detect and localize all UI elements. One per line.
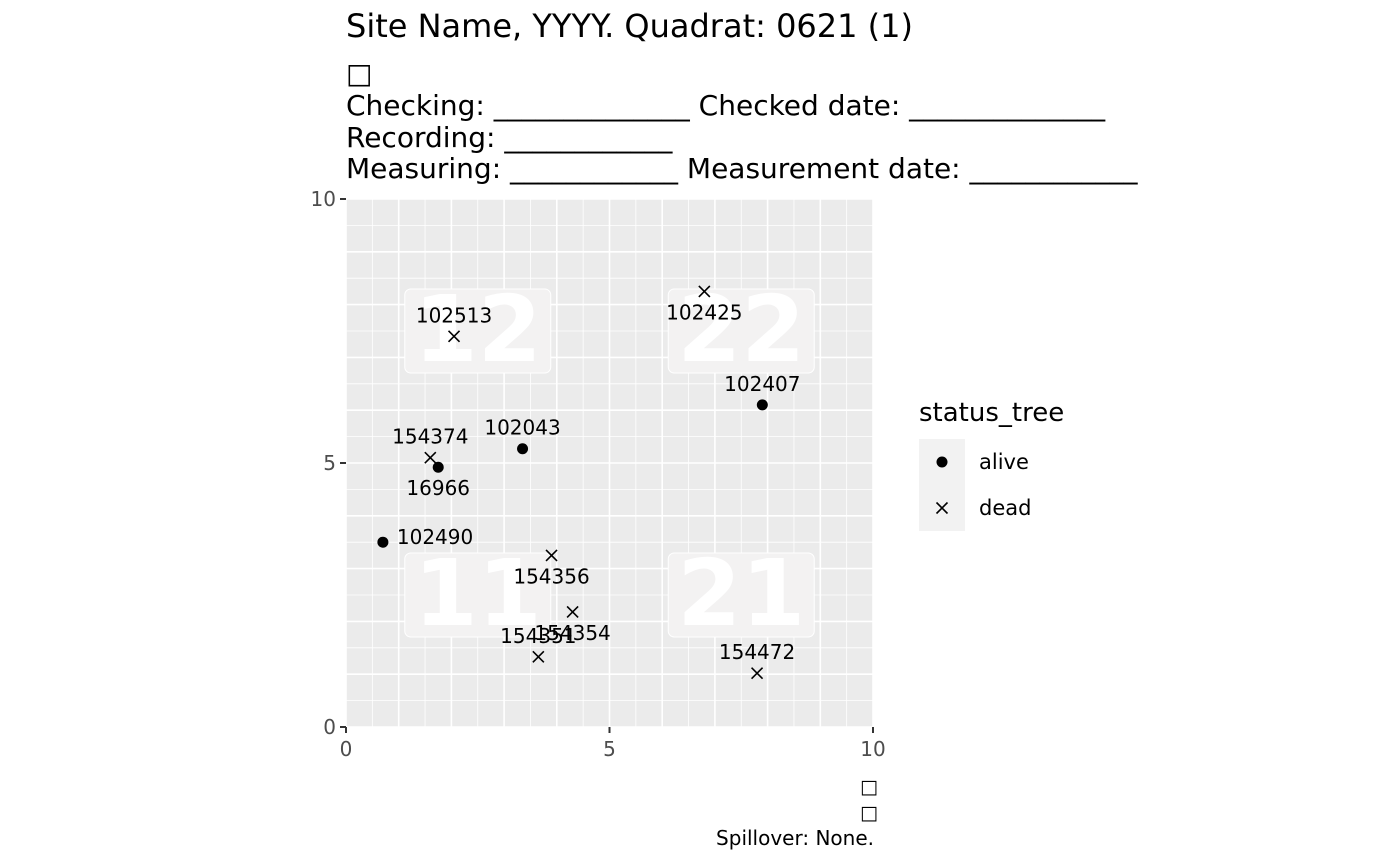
quadrat-label-box: [404, 288, 552, 374]
y-tick-label: 0: [323, 715, 336, 739]
dead-point: [532, 650, 545, 663]
quadrat-label-box: [404, 552, 552, 638]
dead-point-stroke: [750, 667, 764, 680]
x-tick-label: 10: [860, 737, 885, 761]
point-label: 154374: [392, 425, 468, 449]
point-label: 154472: [719, 640, 795, 664]
dead-point-stroke: [935, 501, 949, 515]
quadrat-labels: 12 22 11 21: [404, 276, 815, 647]
caption-glyph-bottom: □: [860, 802, 878, 824]
dead-point-stroke: [698, 285, 711, 298]
point-label: 102513: [416, 303, 492, 327]
dead-point: [447, 330, 461, 343]
point-label: 102407: [724, 372, 800, 396]
caption-glyph-top: □: [860, 776, 878, 798]
dead-point: [698, 285, 711, 298]
legend-label: dead: [979, 496, 1031, 520]
axes: 0 5 10 0 5 10: [311, 187, 886, 761]
point-label: 154356: [513, 564, 589, 588]
point-label: 154354: [534, 621, 610, 645]
dead-point: [935, 501, 949, 515]
x-tick-label: 5: [603, 737, 616, 761]
point-label: 102425: [666, 300, 742, 324]
point-label: 102043: [484, 416, 560, 440]
tree-points: 102513 102425 102407 154374 16966 102043 10249…: [377, 285, 801, 680]
alive-point: [936, 456, 948, 468]
dead-point: [545, 549, 558, 562]
quadrat-label: 12: [414, 276, 542, 383]
y-tick-label: 10: [311, 187, 336, 211]
plot-title: Site Name, YYYY. Quadrat: 0621 (1): [346, 7, 913, 45]
dead-point: [424, 451, 437, 464]
dead-point-stroke: [424, 451, 437, 464]
dead-point-stroke: [545, 549, 558, 562]
alive-point: [517, 443, 529, 455]
dead-point-stroke: [532, 650, 545, 663]
x-tick-label: 0: [340, 737, 353, 761]
point-label: 16966: [406, 476, 470, 500]
quadrat-label-box: [667, 552, 815, 638]
y-tick-label: 5: [323, 451, 336, 475]
alive-point: [432, 461, 444, 473]
quadrat-label: 22: [677, 276, 805, 383]
dead-point-stroke: [447, 330, 461, 343]
quadrat-label-box: [667, 288, 815, 374]
recording-line: Recording: ____________: [346, 121, 673, 154]
checking-line: Checking: ______________ Checked date: _…: [346, 89, 1106, 122]
legend-title: status_tree: [919, 398, 1064, 428]
dead-point: [750, 667, 764, 680]
point-label: 154351: [500, 624, 576, 648]
grid-lines: [345, 198, 874, 728]
alive-point: [756, 399, 768, 411]
spillover-caption: Spillover: None.: [716, 826, 874, 850]
missing-glyph-box: □: [346, 57, 373, 90]
measuring-line: Measuring: ____________ Measurement date…: [346, 152, 1138, 185]
point-label: 102490: [397, 525, 473, 549]
quadrat-label: 21: [677, 540, 805, 647]
dead-point: [566, 605, 579, 618]
dead-point-stroke: [566, 605, 579, 618]
alive-point: [377, 536, 389, 548]
legend-label: alive: [979, 450, 1029, 474]
quadrat-label: 11: [414, 540, 542, 647]
